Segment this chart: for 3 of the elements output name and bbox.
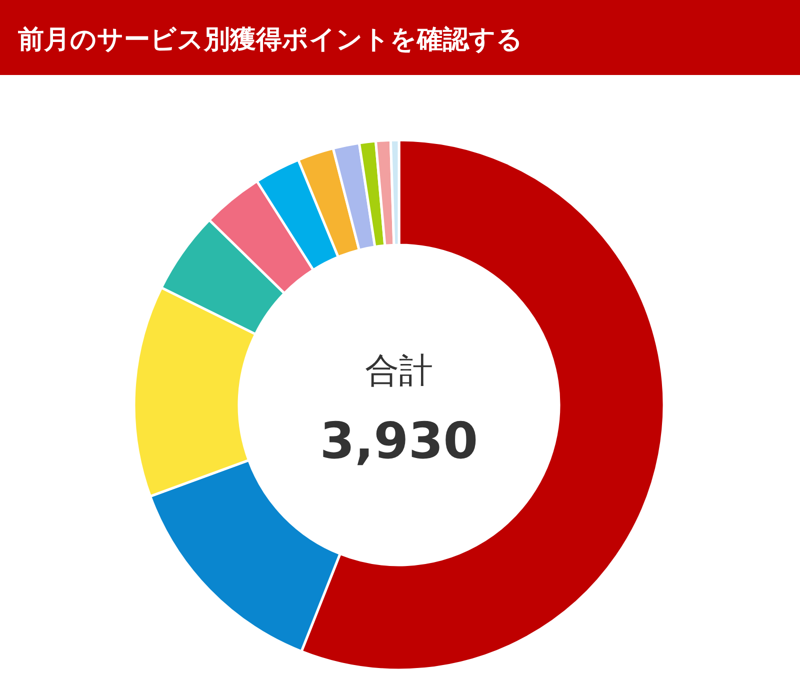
chart-title: 前月のサービス別獲得ポイントを確認する xyxy=(17,25,523,55)
text: 3,930 xyxy=(320,412,478,470)
text: 合計 xyxy=(365,351,433,391)
